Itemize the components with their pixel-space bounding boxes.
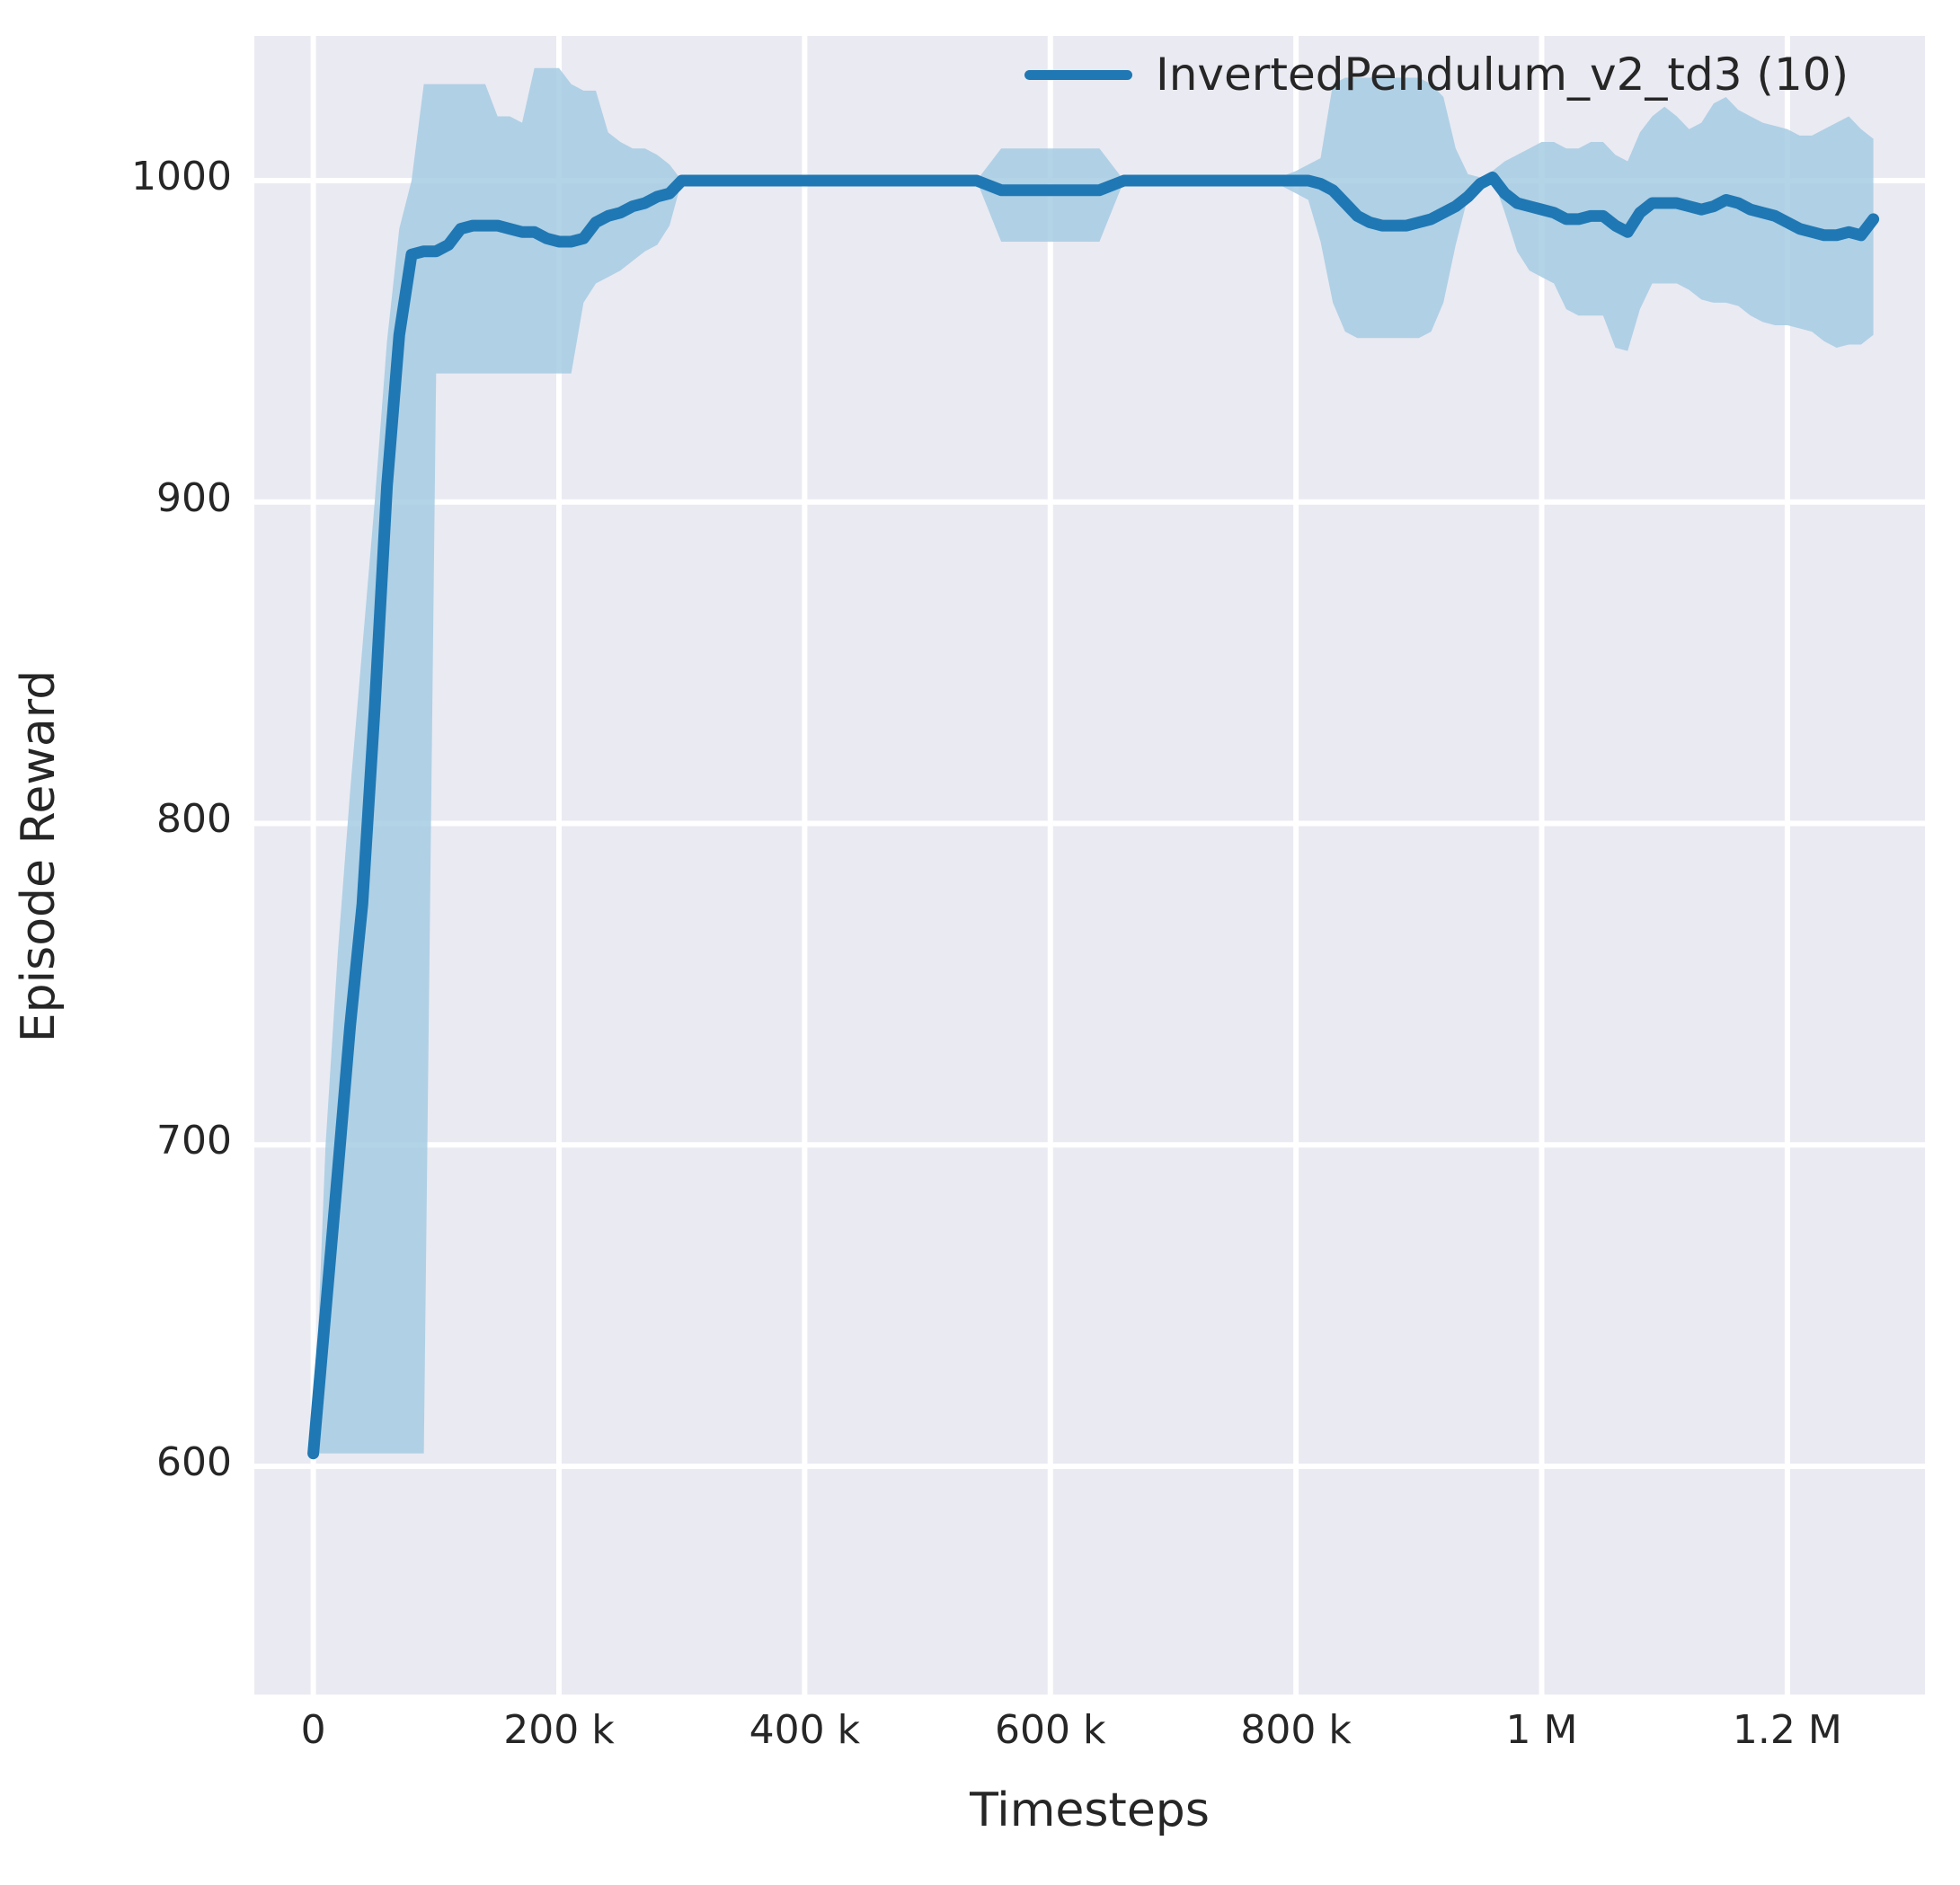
x-tick-text: 400 k xyxy=(749,1707,861,1753)
y-tick-text: 600 xyxy=(156,1438,232,1485)
x-tick-label: 400 k xyxy=(687,1707,921,1753)
legend: InvertedPendulum_v2_td3 (10) xyxy=(1015,43,1858,106)
y-tick-text: 800 xyxy=(156,796,232,843)
x-tick-label: 600 k xyxy=(934,1707,1167,1753)
y-tick-label: 1000 xyxy=(0,154,232,199)
x-tick-text: 800 k xyxy=(1240,1707,1352,1753)
x-tick-label: 1 M xyxy=(1425,1707,1659,1753)
series-line xyxy=(314,177,1874,1453)
y-axis-title-wrap: Episode Reward xyxy=(12,27,66,1686)
y-tick-label: 600 xyxy=(0,1439,232,1485)
x-axis-title: Timesteps xyxy=(970,1783,1210,1837)
y-tick-label: 900 xyxy=(0,475,232,521)
y-axis-title: Episode Reward xyxy=(12,669,66,1043)
x-tick-label: 800 k xyxy=(1179,1707,1413,1753)
x-tick-label: 1.2 M xyxy=(1671,1707,1904,1753)
data-series-layer xyxy=(254,67,1925,1695)
y-tick-text: 900 xyxy=(156,474,232,521)
y-tick-label: 700 xyxy=(0,1118,232,1164)
legend-entry-label: InvertedPendulum_v2_td3 (10) xyxy=(1156,49,1849,101)
x-tick-label: 200 k xyxy=(442,1707,676,1753)
plot-area xyxy=(254,36,1925,1695)
x-tick-text: 1 M xyxy=(1505,1707,1578,1753)
x-tick-text: 200 k xyxy=(503,1707,615,1753)
legend-line-swatch xyxy=(1024,69,1132,80)
confidence-band xyxy=(313,67,1874,1454)
x-tick-text: 1.2 M xyxy=(1732,1707,1842,1753)
x-tick-text: 600 k xyxy=(995,1707,1106,1753)
y-tick-text: 700 xyxy=(156,1118,232,1164)
y-tick-label: 800 xyxy=(0,796,232,842)
y-tick-text: 1000 xyxy=(131,153,232,199)
x-tick-label: 0 xyxy=(197,1707,430,1753)
x-tick-text: 0 xyxy=(300,1707,326,1753)
